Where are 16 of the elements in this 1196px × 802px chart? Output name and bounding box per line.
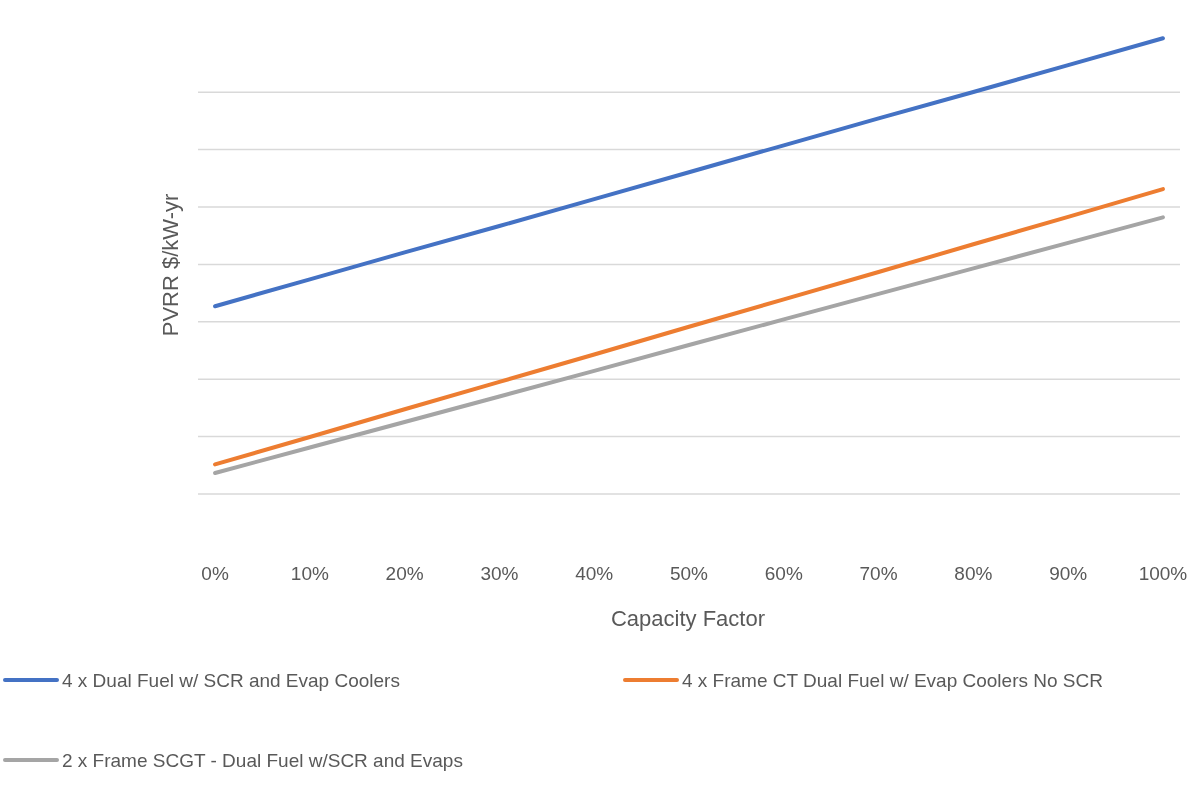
x-axis-title: Capacity Factor xyxy=(610,606,766,631)
x-tick-label: 20% xyxy=(385,563,424,584)
legend-label: 2 x Frame SCGT - Dual Fuel w/SCR and Evaps xyxy=(62,750,463,771)
x-tick-label: 10% xyxy=(290,563,329,584)
legend-label: 4 x Frame CT Dual Fuel w/ Evap Coolers No SCR xyxy=(682,670,1103,691)
x-tick-label: 90% xyxy=(1049,563,1088,584)
x-tick-label: 60% xyxy=(764,563,803,584)
x-tick-label: 0% xyxy=(201,563,229,584)
x-tick-label: 80% xyxy=(954,563,993,584)
legend-label: 4 x Dual Fuel w/ SCR and Evap Coolers xyxy=(62,670,400,691)
x-tick-label: 70% xyxy=(859,563,898,584)
x-tick-label: 40% xyxy=(575,563,614,584)
x-tick-label: 100% xyxy=(1138,563,1188,584)
x-tick-label: 50% xyxy=(669,563,709,584)
y-axis-title: PVRR $/kW-yr xyxy=(158,193,183,337)
x-tick-label: 30% xyxy=(480,563,519,584)
